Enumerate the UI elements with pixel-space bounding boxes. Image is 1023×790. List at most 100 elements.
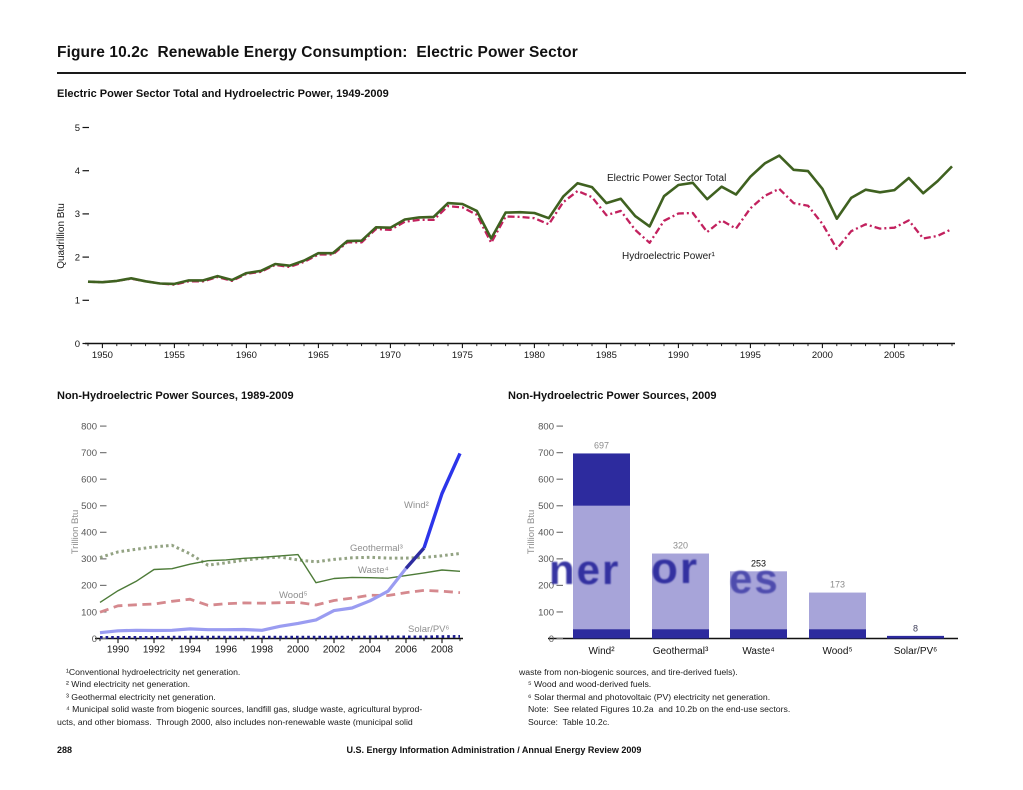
- footnote-4: ⁴ Municipal solid waste from biogenic so…: [66, 704, 423, 715]
- bar-body-wood: [809, 592, 866, 630]
- x-tick-label: 1965: [308, 350, 329, 361]
- y-tick-label: 5: [75, 123, 80, 134]
- x-tick-label: 2006: [395, 645, 418, 656]
- footnote-note: Note: See related Figures 10.2a and 10.2…: [528, 704, 791, 715]
- y-tick-label: 2: [75, 252, 80, 263]
- y-tick-label: 3: [75, 209, 80, 220]
- series-label-wind: Wind²: [404, 500, 429, 511]
- bar-base-strip: [809, 629, 866, 639]
- bar-base-strip: [730, 629, 787, 639]
- y-tick-label: 800: [81, 421, 97, 432]
- y-axis-title: Quadrillion Btu: [56, 203, 67, 269]
- x-tick-label: 2000: [287, 645, 310, 656]
- footnote-source: Source: Table 10.2c.: [528, 716, 610, 727]
- y-tick-label: 200: [538, 581, 554, 592]
- footnote-3: ³ Geothermal electricity net generation.: [66, 691, 216, 702]
- y-tick-label: 700: [81, 448, 97, 459]
- footer-text: U.S. Energy Information Administration /…: [346, 745, 642, 755]
- bar-body-wind: [573, 505, 630, 630]
- series-line-wind: [99, 567, 408, 635]
- left-chart-title: Non-Hydroelectric Power Sources, 1989-20…: [57, 390, 294, 402]
- x-tick-label: 1980: [524, 350, 545, 361]
- series-label-solarpv: Solar/PV⁶: [408, 624, 449, 635]
- bar-category-label: Geothermal³: [653, 646, 709, 657]
- bar-chart-title: Non-Hydroelectric Power Sources, 2009: [508, 390, 717, 402]
- figure-title: Figure 10.2c Renewable Energy Consumptio…: [57, 44, 578, 61]
- watermark-fragment: es: [729, 555, 780, 602]
- series-label-wood: Wood⁵: [279, 590, 308, 601]
- y-axis-title: Trillion Btu: [526, 510, 537, 555]
- series-label-electric-power-sector-total: Electric Power Sector Total: [607, 173, 726, 184]
- bar-base-strip: [652, 629, 709, 639]
- series-line-wind-tail: [422, 452, 462, 549]
- x-tick-label: 1985: [596, 350, 617, 361]
- bar-value-label: 320: [673, 541, 688, 551]
- x-tick-label: 2000: [812, 350, 833, 361]
- bar-top-segment-wind: [573, 453, 630, 506]
- x-tick-label: 2008: [431, 645, 454, 656]
- y-tick-label: 300: [81, 554, 97, 565]
- y-tick-label: 500: [81, 501, 97, 512]
- x-tick-label: 1995: [740, 350, 761, 361]
- bar-body-solarpv: [887, 635, 944, 639]
- watermark-fragment: ner: [549, 546, 620, 593]
- bar-body-waste: [730, 571, 787, 630]
- x-tick-label: 1996: [215, 645, 238, 656]
- series-line-wood: [99, 589, 461, 614]
- y-tick-label: 400: [81, 528, 97, 539]
- page-number: 288: [57, 745, 73, 755]
- series-line-wind-dark: [404, 546, 426, 570]
- bar-category-label: Solar/PV⁶: [894, 646, 938, 657]
- y-tick-label: 600: [81, 475, 97, 486]
- x-tick-label: 1970: [380, 350, 401, 361]
- x-tick-label: 1975: [452, 350, 473, 361]
- footnotes-right-column: waste from non-biogenic sources, and tir…: [519, 666, 971, 728]
- bar-value-label: 697: [594, 440, 609, 450]
- y-tick-label: 100: [81, 607, 97, 618]
- x-tick-label: 2002: [323, 645, 346, 656]
- footnote-4-continued: ucts, and other biomass. Through 2000, a…: [57, 716, 413, 727]
- bar-value-label: 8: [913, 623, 918, 633]
- x-tick-label: 1992: [143, 645, 166, 656]
- footnotes: ¹Conventional hydroelectricity net gener…: [57, 666, 971, 728]
- x-tick-label: 2005: [884, 350, 905, 361]
- y-tick-label: 1: [75, 296, 80, 307]
- x-tick-label: 1990: [107, 645, 130, 656]
- bar-body-geothermal: [652, 553, 709, 630]
- y-axis-title: Trillion Btu: [70, 510, 81, 555]
- bar-base-strip: [573, 629, 630, 639]
- x-tick-label: 1955: [164, 350, 185, 361]
- y-tick-label: 100: [538, 607, 554, 618]
- bar-chart-non-hydro-2009: 0 100 200 300 400 500 600 700 800 Trillion Btu ner…: [526, 421, 958, 657]
- x-tick-label: 1950: [92, 350, 113, 361]
- x-tick-label: 1994: [179, 645, 202, 656]
- y-tick-label: 0: [75, 339, 80, 350]
- series-label-hydroelectric-power: Hydroelectric Power¹: [622, 251, 715, 262]
- footnote-5: ⁵ Wood and wood-derived fuels.: [528, 679, 652, 690]
- bar-category-label: Wind²: [588, 646, 615, 657]
- y-tick-label: 300: [538, 554, 554, 565]
- bar-category-label: Waste⁴: [742, 646, 774, 657]
- footnote-6: ⁶ Solar thermal and photovoltaic (PV) el…: [528, 691, 771, 702]
- line-chart-electric-power-sector: 1950 1955 1960 1965 1970 1975 1980 1985 1990 1995…: [56, 123, 955, 361]
- y-tick-label: 200: [81, 581, 97, 592]
- series-line-hydroelectric-power: [87, 187, 953, 286]
- y-tick-label: 800: [538, 421, 554, 432]
- bar-category-label: Wood⁵: [822, 646, 852, 657]
- top-chart-title: Electric Power Sector Total and Hydroele…: [57, 88, 389, 100]
- series-line-electric-power-sector-total: [87, 154, 953, 286]
- x-tick-label: 1998: [251, 645, 274, 656]
- line-chart-non-hydro-sources: 1990 1992 1994 1996 1998 2000 2002 2004 2006 2008…: [70, 421, 463, 656]
- x-tick-label: 1990: [668, 350, 689, 361]
- bar-value-label: 173: [830, 580, 845, 590]
- y-tick-label: 500: [538, 501, 554, 512]
- y-tick-label: 4: [75, 166, 80, 177]
- watermark-fragment: or: [651, 544, 699, 593]
- series-label-geothermal: Geothermal³: [350, 543, 403, 554]
- y-tick-label: 600: [538, 475, 554, 486]
- series-line-solarpv: [100, 635, 461, 639]
- series-label-waste: Waste⁴: [358, 565, 389, 576]
- y-tick-label: 400: [538, 528, 554, 539]
- y-tick-label: 0: [549, 634, 554, 645]
- title-rule: [57, 72, 966, 74]
